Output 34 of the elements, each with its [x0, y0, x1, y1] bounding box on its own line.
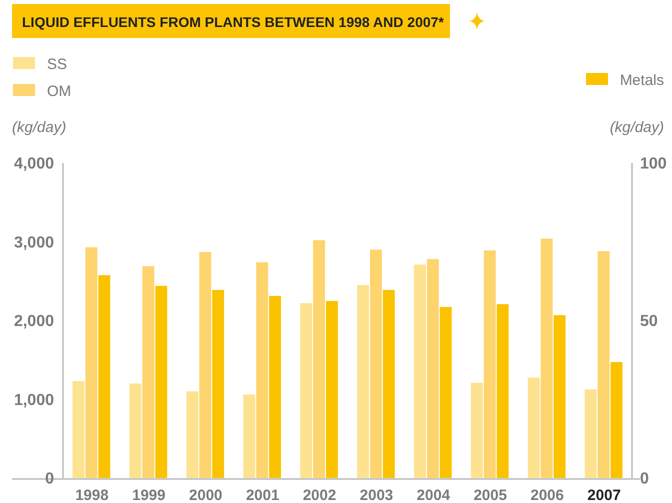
x-tick-label: 1998 — [75, 487, 109, 503]
bar — [243, 394, 256, 478]
x-tick-label: 2001 — [246, 487, 280, 503]
legend-label: SS — [47, 56, 68, 73]
y2-axis-title: (kg/day) — [610, 119, 664, 136]
bar — [357, 285, 370, 478]
y-axis-title: (kg/day) — [12, 119, 66, 136]
x-tick-label: 2005 — [474, 487, 507, 503]
x-tick-label: 2006 — [530, 487, 564, 503]
bar — [186, 391, 198, 478]
legend-label: Metals — [620, 72, 664, 89]
y-tick-label: 2,000 — [14, 313, 54, 330]
x-tick-label: 2002 — [302, 487, 336, 503]
x-tick-label: 1999 — [132, 487, 166, 503]
y-tick-label: 3,000 — [14, 234, 54, 252]
bar — [528, 378, 540, 478]
legend-label: OM — [47, 83, 72, 100]
bar — [129, 384, 142, 478]
bar — [414, 264, 426, 478]
y-tick-label: 0 — [45, 470, 54, 488]
chart-title: LIQUID EFFLUENTS FROM PLANTS BETWEEN 1998 AND 2007* — [22, 14, 444, 30]
y2-tick-label: 50 — [640, 313, 658, 330]
x-tick-label: 2003 — [360, 487, 394, 503]
bar — [72, 381, 84, 478]
bar — [584, 389, 597, 478]
y-tick-label: 1,000 — [14, 392, 54, 409]
y-tick-label: 4,000 — [14, 156, 54, 173]
x-tick-label: 2000 — [189, 487, 222, 503]
y2-tick-label: 0 — [640, 470, 649, 488]
x-tick-label: 2007 — [587, 487, 621, 503]
x-tick-label: 2004 — [416, 487, 451, 503]
bar — [470, 382, 483, 478]
bar — [300, 303, 312, 478]
y2-tick-label: 100 — [640, 156, 667, 173]
